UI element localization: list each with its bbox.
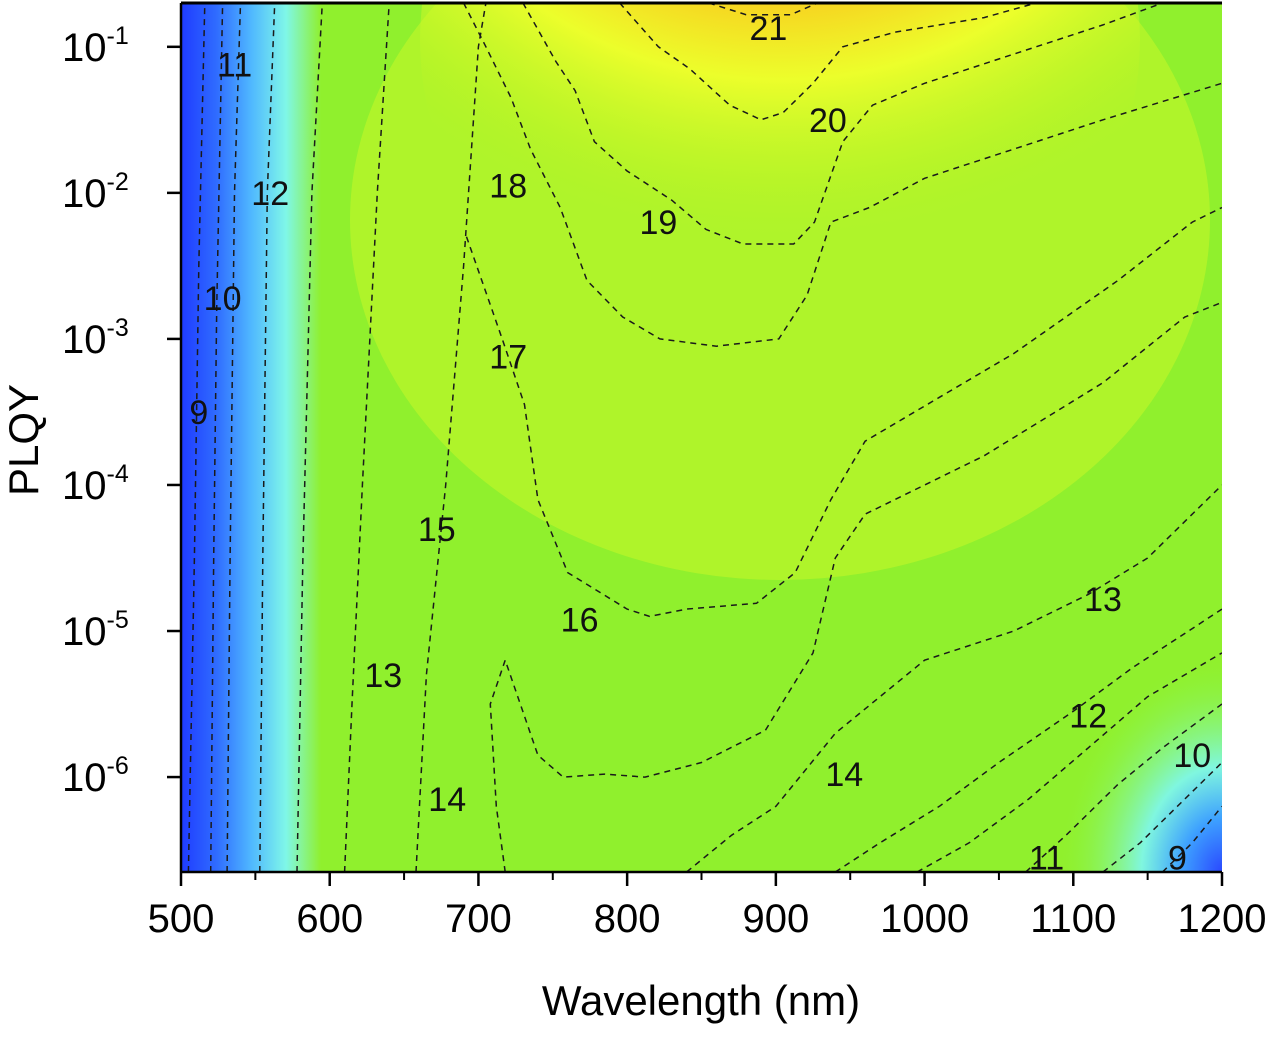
y-tick-label: 10-4 [62, 460, 129, 508]
contour-label: 19 [639, 204, 677, 242]
x-axis-title: Wavelength (nm) [542, 977, 860, 1024]
y-tick-label: 10-3 [62, 314, 129, 362]
contour-label: 20 [809, 102, 847, 140]
contour-label: 17 [489, 338, 527, 376]
y-tick-label: 10-5 [62, 606, 129, 654]
x-tick-label: 1100 [1030, 897, 1116, 941]
contour-labels: 21 20 11 12 18 19 10 17 9 15 16 13 13 12 10 14 14 11 9 [189, 10, 1211, 877]
y-axis-ticks: 10-1 10-2 10-3 10-4 10-5 10-6 [62, 22, 181, 800]
x-tick-label: 500 [148, 897, 215, 941]
contour-line-18 [462, 3, 1222, 347]
contour-line-16 [489, 301, 1222, 872]
contour-label: 12 [251, 175, 289, 213]
contour-label: 21 [749, 10, 787, 48]
contour-line-15 [415, 3, 487, 872]
y-tick-label: 10-1 [62, 22, 129, 70]
contour-line-14 [686, 484, 1222, 872]
y-tick-label: 10-6 [62, 752, 129, 800]
contour-line-12 [259, 3, 276, 872]
contour-line-9 [187, 3, 206, 872]
contour-line-17 [465, 206, 1222, 618]
contour-label: 9 [189, 394, 208, 432]
contour-label: 14 [428, 781, 466, 819]
x-tick-label: 1200 [1178, 897, 1267, 941]
contour-lines [187, 3, 1222, 872]
contour-label: 15 [418, 511, 456, 549]
contour-line-12 [916, 652, 1222, 872]
heatmap-hot-zone [420, 3, 1140, 370]
contour-line-19 [522, 3, 1163, 245]
contour-label: 13 [364, 657, 402, 695]
x-tick-label: 700 [445, 897, 512, 941]
contour-label: 14 [825, 756, 863, 794]
contour-label: 11 [217, 46, 252, 84]
contour-label: 11 [1029, 839, 1064, 877]
x-axis-ticks: 500 600 700 800 900 1000 1100 1200 [148, 872, 1267, 941]
contour-label: 10 [204, 280, 242, 318]
contour-label: 18 [489, 168, 527, 206]
contour-line-9 [1161, 805, 1222, 872]
contour-line-10 [1102, 761, 1222, 872]
heatmap-cold-left [181, 3, 321, 872]
plot-area: 21 20 11 12 18 19 10 17 9 15 16 13 13 12 10 14 14 11 9 [181, 3, 1222, 877]
contour-label: 10 [1173, 737, 1211, 775]
x-tick-label: 800 [594, 897, 661, 941]
contour-label: 13 [1084, 581, 1122, 619]
x-tick-label: 900 [742, 897, 809, 941]
contour-line-11 [1025, 703, 1222, 872]
contour-label: 9 [1168, 839, 1187, 877]
contour-label: 12 [1069, 698, 1107, 736]
heatmap-cold-bottom-right [900, 450, 1222, 872]
y-axis-title: PLQY [0, 384, 47, 496]
contour-line-14 [343, 3, 390, 872]
contour-line-11 [226, 3, 242, 872]
contour-line-10 [209, 3, 224, 872]
contour-line-13 [296, 3, 324, 872]
contour-line-20 [619, 3, 1037, 121]
contour-label: 16 [561, 601, 599, 639]
x-tick-label: 1000 [880, 897, 969, 941]
y-tick-label: 10-2 [62, 168, 129, 216]
x-tick-label: 600 [296, 897, 363, 941]
